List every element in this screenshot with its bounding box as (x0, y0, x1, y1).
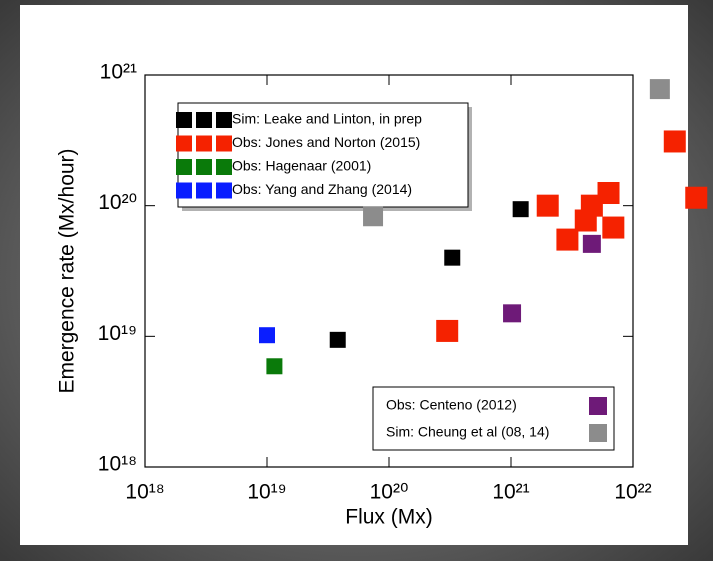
y-tick-label: 10²⁰ (98, 191, 137, 214)
y-tick-label: 10¹⁸ (98, 453, 137, 476)
point (444, 249, 461, 266)
legend-marker (196, 112, 212, 128)
legend-label: Obs: Jones and Norton (2015) (232, 134, 420, 150)
y-axis-label: Emergence rate (Mx/hour) (56, 148, 79, 393)
legend-label: Obs: Yang and Zhang (2014) (232, 181, 412, 197)
point (266, 358, 283, 375)
point (580, 194, 603, 217)
point (649, 79, 670, 100)
legend-marker (176, 112, 192, 128)
legend-marker (176, 182, 192, 199)
point (602, 216, 625, 239)
point (363, 206, 384, 227)
point (582, 234, 601, 253)
legend-marker (216, 112, 232, 128)
x-tick-label: 10²⁰ (370, 481, 409, 504)
x-tick-label: 10¹⁹ (247, 481, 286, 504)
x-axis-label: Flux (Mx) (345, 506, 433, 529)
x-tick-label: 10²¹ (492, 481, 529, 504)
y-tick-label: 10¹⁹ (98, 322, 137, 345)
point (663, 130, 686, 153)
point (556, 228, 579, 251)
legend-marker (589, 424, 607, 442)
point (436, 319, 459, 342)
point (512, 201, 529, 218)
legend-marker (589, 397, 607, 415)
legend-label: Obs: Centeno (2012) (386, 397, 517, 413)
legend-marker (176, 135, 192, 152)
point (329, 331, 346, 348)
x-tick-label: 10²² (614, 481, 651, 504)
legend-marker (176, 159, 192, 175)
point (259, 327, 275, 344)
x-tick-label: 10¹⁸ (125, 481, 164, 504)
legend-label: Sim: Leake and Linton, in prep (232, 111, 422, 127)
legend-marker (216, 182, 232, 199)
legend-marker (216, 135, 232, 152)
point (503, 304, 522, 323)
point (536, 194, 559, 217)
legend-marker (196, 135, 212, 152)
chart-panel (20, 5, 688, 545)
legend-marker (196, 182, 212, 199)
legend-box (372, 386, 615, 451)
point (685, 186, 708, 209)
y-tick-label: 10²¹ (100, 61, 137, 84)
legend-label: Sim: Cheung et al (08, 14) (386, 424, 549, 440)
legend-label: Obs: Hagenaar (2001) (232, 158, 371, 174)
point (597, 182, 620, 205)
legend-marker (216, 159, 232, 175)
legend-marker (196, 159, 212, 175)
